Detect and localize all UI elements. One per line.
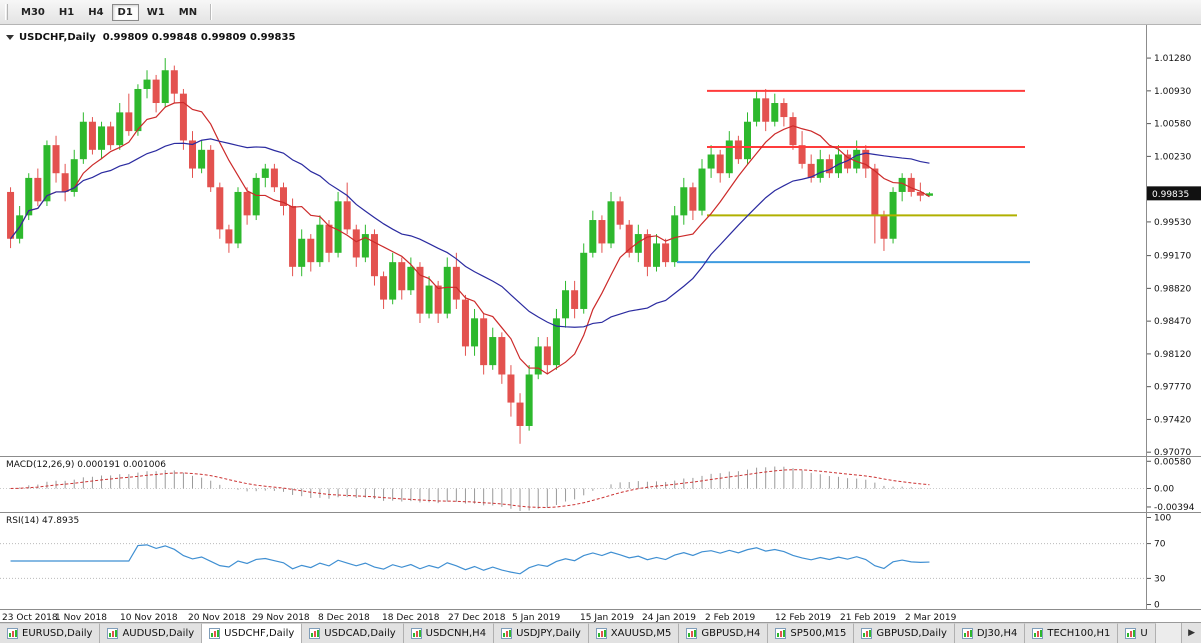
date-axis-label: 10 Nov 2018 <box>120 613 178 622</box>
chart-tabs-bar: EURUSD,Daily AUDUSD,Daily USDCHF,Daily USDC… <box>0 622 1201 643</box>
tab-xauusd-m5[interactable]: XAUUSD,M5 <box>588 623 680 643</box>
tab-label: DJ30,H4 <box>976 628 1018 639</box>
chart-tab-icon <box>686 628 698 639</box>
price-axis-label: 0.99530 <box>1154 218 1191 228</box>
tab-label: USDCHF,Daily <box>224 628 295 639</box>
tab-dj30-h4[interactable]: DJ30,H4 <box>954 623 1026 643</box>
date-axis-label: 27 Dec 2018 <box>448 613 506 622</box>
date-axis-label: 2 Feb 2019 <box>705 613 756 622</box>
date-axis-label: 20 Nov 2018 <box>188 613 246 622</box>
date-axis-label: 29 Nov 2018 <box>252 613 310 622</box>
rsi-axis-label: 30 <box>1154 574 1166 584</box>
tabs-scroll-right-button[interactable]: ▶ <box>1181 623 1201 643</box>
macd-axis-label: 0.00 <box>1154 484 1174 494</box>
price-axis-label: 0.97770 <box>1154 383 1191 393</box>
chart-canvas[interactable]: 1.01280 1.00930 1.00580 1.00230 0.99530 0.991… <box>0 25 1201 622</box>
tab-label: EURUSD,Daily <box>22 628 93 639</box>
current-price-tag <box>1147 186 1201 201</box>
timeframe-button-mn[interactable]: MN <box>178 6 198 18</box>
macd-axis-label: -0.00394 <box>1154 503 1195 513</box>
date-axis-label: 23 Oct 2018 <box>2 613 58 622</box>
tab-label: SP500,M15 <box>790 628 847 639</box>
price-axis-label: 1.00930 <box>1154 87 1191 97</box>
tab-u[interactable]: U <box>1118 623 1156 643</box>
chart-tab-icon <box>1125 628 1137 639</box>
chart-tab-icon <box>410 628 422 639</box>
chart-tab-icon <box>775 628 787 639</box>
tab-usdjpy-daily[interactable]: USDJPY,Daily <box>494 623 589 643</box>
timeframe-button-d1[interactable]: D1 <box>111 3 139 21</box>
tab-usdcad-daily[interactable]: USDCAD,Daily <box>302 623 404 643</box>
tab-label: TECH100,H1 <box>1047 628 1111 639</box>
chart-tab-icon <box>107 628 119 639</box>
toolbar-grip[interactable] <box>5 4 8 20</box>
tab-label: USDCAD,Daily <box>324 628 396 639</box>
price-axis-label: 0.98820 <box>1154 284 1191 294</box>
chart-tab-icon <box>209 628 221 639</box>
date-axis-label: 18 Dec 2018 <box>382 613 440 622</box>
chart-tab-icon <box>501 628 513 639</box>
slow-ma-line <box>10 138 930 328</box>
price-axis-label: 0.98120 <box>1154 350 1191 360</box>
tab-label: USDJPY,Daily <box>516 628 581 639</box>
tab-label: U <box>1140 628 1148 639</box>
timeframe-button-h1[interactable]: H1 <box>58 6 75 18</box>
tab-label: GBPUSD,H4 <box>701 628 761 639</box>
rsi-axis-label: 100 <box>1154 513 1171 523</box>
date-axis-label: 21 Feb 2019 <box>840 613 896 622</box>
price-axis-label: 0.98470 <box>1154 317 1191 327</box>
tab-label: USDCNH,H4 <box>425 628 487 639</box>
tab-usdchf-daily[interactable]: USDCHF,Daily <box>202 623 303 643</box>
macd-signal-line <box>10 469 930 508</box>
chart-tab-icon <box>595 628 607 639</box>
tab-usdcnh-h4[interactable]: USDCNH,H4 <box>403 623 495 643</box>
timeframe-button-m30[interactable]: M30 <box>21 6 45 18</box>
fast-ma-line <box>10 101 930 375</box>
price-axis-label: 1.01280 <box>1154 54 1191 64</box>
tab-label: AUDUSD,Daily <box>122 628 195 639</box>
chart-background[interactable] <box>0 25 1201 622</box>
current-price-tag-value: 0.99835 <box>1152 190 1189 200</box>
chart-tab-icon <box>961 628 973 639</box>
date-axis-label: 15 Jan 2019 <box>580 613 634 622</box>
timeframe-toolbar: M30 H1 H4 D1 W1 MN <box>0 0 1201 25</box>
timeframe-button-h4[interactable]: H4 <box>88 6 104 18</box>
chart-tab-icon <box>861 628 873 639</box>
chart-tab-icon <box>309 628 321 639</box>
date-axis-label: 24 Jan 2019 <box>642 613 696 622</box>
date-axis-label: 2 Mar 2019 <box>905 613 957 622</box>
price-axis-label: 1.00230 <box>1154 152 1191 162</box>
tab-label: GBPUSD,Daily <box>876 628 947 639</box>
rsi-axis-label: 0 <box>1154 601 1160 611</box>
candles-layer <box>7 58 933 444</box>
date-axis-label: 8 Dec 2018 <box>318 613 370 622</box>
tab-tech100-h1[interactable]: TECH100,H1 <box>1025 623 1119 643</box>
tab-audusd-daily[interactable]: AUDUSD,Daily <box>100 623 203 643</box>
price-axis-label: 1.00580 <box>1154 120 1191 130</box>
price-axis-label: 0.97070 <box>1154 448 1191 458</box>
rsi-line <box>10 544 930 575</box>
chart-tab-icon <box>7 628 18 639</box>
price-axis-label: 0.99170 <box>1154 252 1191 262</box>
toolbar-separator <box>210 4 213 20</box>
rsi-axis-label: 70 <box>1154 540 1166 550</box>
timeframe-button-w1[interactable]: W1 <box>146 6 165 18</box>
tab-eurusd-daily[interactable]: EURUSD,Daily <box>0 623 101 643</box>
chart-window: 1.01280 1.00930 1.00580 1.00230 0.99530 0.991… <box>0 25 1201 622</box>
macd-axis-label: 0.00580 <box>1154 457 1191 467</box>
tab-gbpusd-h4[interactable]: GBPUSD,H4 <box>679 623 769 643</box>
tab-label: XAUUSD,M5 <box>610 628 672 639</box>
tab-sp500-m15[interactable]: SP500,M15 <box>768 623 855 643</box>
date-axis-label: 5 Jan 2019 <box>512 613 560 622</box>
date-axis-label: 1 Nov 2018 <box>55 613 107 622</box>
tab-gbpusd-daily[interactable]: GBPUSD,Daily <box>854 623 955 643</box>
chart-tab-icon <box>1032 628 1044 639</box>
price-axis-label: 0.97420 <box>1154 415 1191 425</box>
date-axis-label: 12 Feb 2019 <box>775 613 831 622</box>
